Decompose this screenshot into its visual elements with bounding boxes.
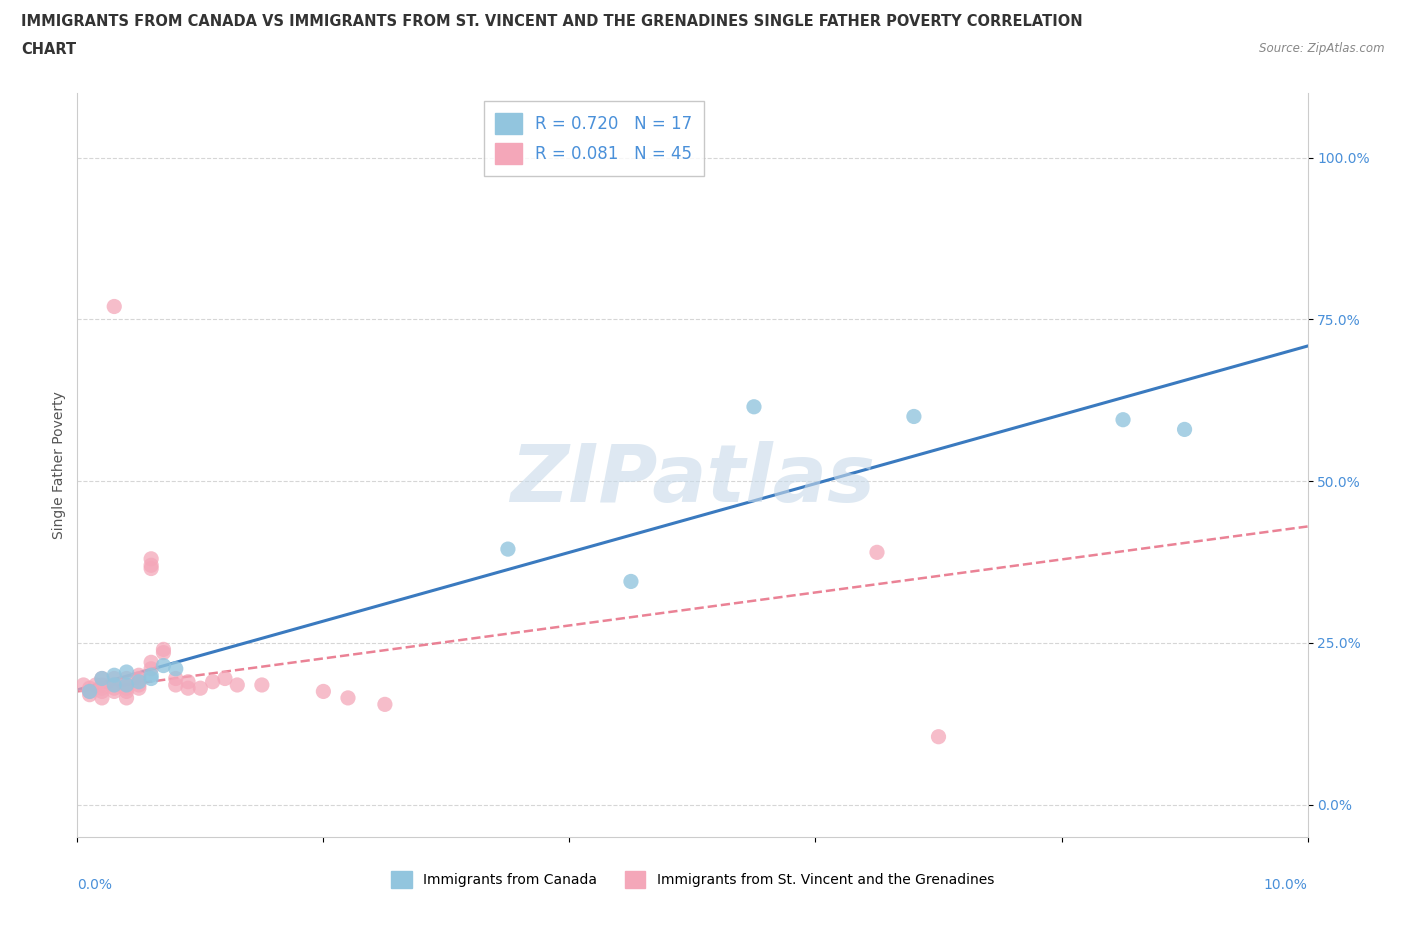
- Point: [620, 574, 643, 589]
- Point: [128, 681, 150, 696]
- Point: [496, 541, 519, 556]
- Point: [177, 681, 200, 696]
- Point: [90, 671, 114, 686]
- Point: [165, 671, 187, 686]
- Point: [866, 545, 889, 560]
- Legend: Immigrants from Canada, Immigrants from St. Vincent and the Grenadines: Immigrants from Canada, Immigrants from …: [385, 865, 1000, 894]
- Point: [72, 678, 94, 693]
- Point: [128, 674, 150, 689]
- Point: [103, 668, 125, 683]
- Point: [214, 671, 236, 686]
- Point: [103, 684, 125, 698]
- Point: [374, 697, 396, 711]
- Point: [103, 678, 125, 693]
- Point: [141, 561, 163, 576]
- Point: [103, 681, 125, 696]
- Point: [115, 690, 138, 705]
- Text: Source: ZipAtlas.com: Source: ZipAtlas.com: [1260, 42, 1385, 55]
- Point: [103, 299, 125, 314]
- Point: [79, 684, 101, 698]
- Point: [128, 678, 150, 693]
- Point: [90, 671, 114, 686]
- Point: [177, 674, 200, 689]
- Point: [115, 678, 138, 693]
- Point: [165, 678, 187, 693]
- Point: [84, 678, 107, 693]
- Point: [141, 551, 163, 566]
- Point: [115, 684, 138, 698]
- Point: [141, 661, 163, 676]
- Point: [79, 687, 101, 702]
- Text: 10.0%: 10.0%: [1264, 878, 1308, 892]
- Point: [226, 678, 249, 693]
- Point: [141, 668, 163, 683]
- Point: [312, 684, 335, 698]
- Y-axis label: Single Father Poverty: Single Father Poverty: [52, 391, 66, 539]
- Point: [128, 668, 150, 683]
- Text: 0.0%: 0.0%: [77, 878, 112, 892]
- Text: ZIPatlas: ZIPatlas: [510, 441, 875, 519]
- Point: [103, 671, 125, 686]
- Point: [115, 678, 138, 693]
- Point: [152, 658, 174, 673]
- Point: [79, 681, 101, 696]
- Point: [742, 399, 765, 414]
- Point: [128, 671, 150, 686]
- Point: [115, 671, 138, 686]
- Point: [115, 665, 138, 680]
- Point: [90, 678, 114, 693]
- Point: [90, 681, 114, 696]
- Point: [141, 558, 163, 573]
- Point: [165, 661, 187, 676]
- Point: [141, 671, 163, 686]
- Point: [337, 690, 360, 705]
- Point: [90, 690, 114, 705]
- Point: [201, 674, 224, 689]
- Point: [928, 729, 950, 744]
- Text: IMMIGRANTS FROM CANADA VS IMMIGRANTS FROM ST. VINCENT AND THE GRENADINES SINGLE : IMMIGRANTS FROM CANADA VS IMMIGRANTS FRO…: [21, 14, 1083, 29]
- Point: [79, 684, 101, 698]
- Point: [903, 409, 925, 424]
- Point: [152, 642, 174, 657]
- Point: [1174, 422, 1197, 437]
- Point: [103, 678, 125, 693]
- Point: [115, 681, 138, 696]
- Point: [90, 684, 114, 698]
- Point: [250, 678, 273, 693]
- Point: [188, 681, 212, 696]
- Text: CHART: CHART: [21, 42, 76, 57]
- Point: [1112, 412, 1135, 427]
- Point: [141, 655, 163, 670]
- Point: [152, 645, 174, 660]
